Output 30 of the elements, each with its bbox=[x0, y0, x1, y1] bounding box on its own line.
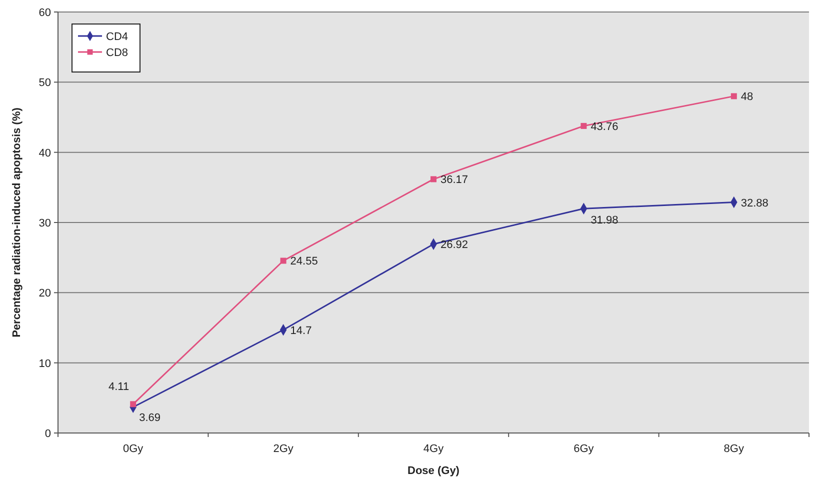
y-tick-label: 60 bbox=[38, 7, 51, 19]
legend-label: CD8 bbox=[106, 47, 128, 59]
data-label: 4.11 bbox=[108, 381, 130, 394]
x-tick-label: 4Gy bbox=[423, 443, 444, 455]
x-tick-label: 6Gy bbox=[574, 443, 594, 455]
point bbox=[430, 176, 436, 182]
data-label: 36.17 bbox=[440, 174, 468, 186]
y-tick-label: 40 bbox=[38, 147, 51, 160]
point bbox=[730, 93, 737, 100]
y-tick-label: 10 bbox=[38, 358, 51, 370]
data-label: 24.55 bbox=[290, 256, 318, 268]
y-tick-label: 30 bbox=[38, 218, 51, 230]
y-tick-label: 20 bbox=[38, 288, 51, 300]
y-tick-label: 0 bbox=[44, 428, 51, 440]
point bbox=[580, 122, 587, 129]
data-label: 26.92 bbox=[440, 239, 468, 252]
data-label: 14.7 bbox=[290, 324, 312, 337]
y-axis-title: Percentage radiation-induced apoptosis (%) bbox=[11, 107, 23, 338]
x-tick-label: 0Gy bbox=[123, 443, 144, 455]
legend-label: CD4 bbox=[106, 31, 128, 43]
y-tick-label: 50 bbox=[38, 77, 51, 90]
data-label: 43.76 bbox=[590, 120, 618, 133]
data-label: 31.98 bbox=[590, 214, 618, 227]
data-label: 32.88 bbox=[740, 197, 768, 210]
x-tick-label: 8Gy bbox=[724, 443, 744, 455]
x-tick-label: 2Gy bbox=[273, 443, 294, 455]
data-label: 3.69 bbox=[139, 412, 161, 424]
point bbox=[280, 258, 286, 264]
data-label: 48 bbox=[740, 91, 754, 104]
x-axis-title: Dose (Gy) bbox=[408, 465, 460, 477]
